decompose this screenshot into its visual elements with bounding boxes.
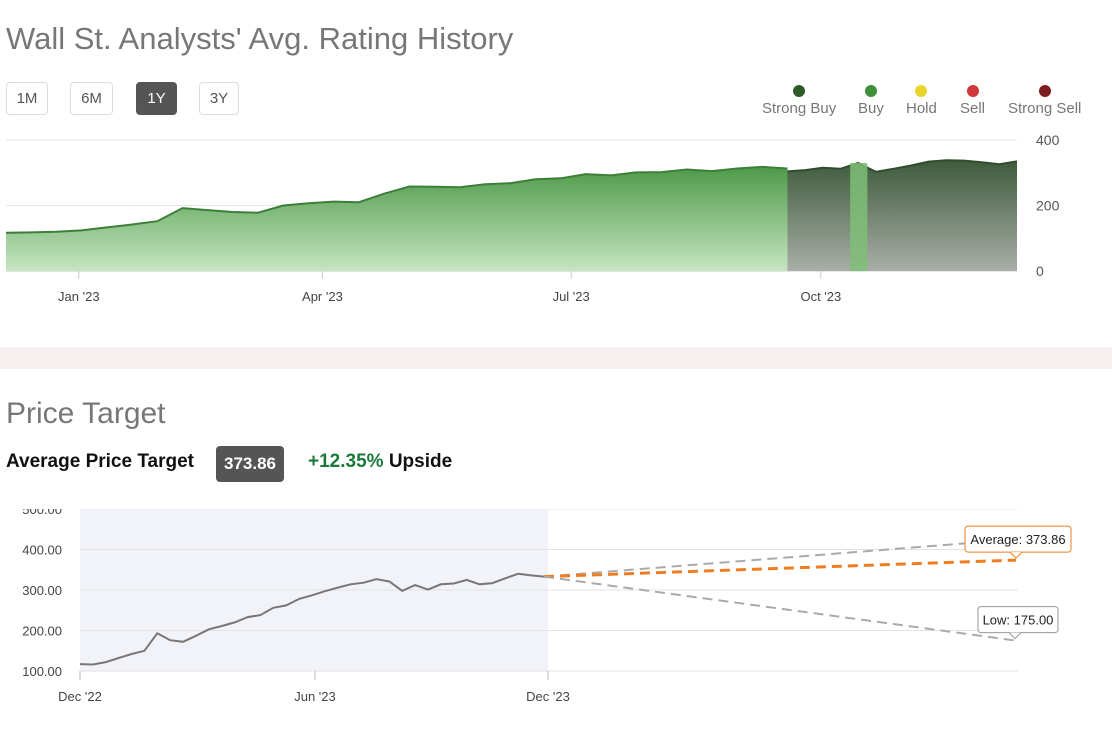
average-target-label: Average Price Target: [6, 451, 194, 472]
legend-item-strong-buy[interactable]: Strong Buy: [762, 83, 836, 117]
y-tick-label: 400: [1036, 132, 1060, 148]
price-target-section: Price Target Average Price Target 373.86…: [0, 369, 1112, 729]
rating-y-axis: 0 200 400: [1036, 132, 1060, 279]
buy-gap-band: [850, 162, 868, 271]
price-target-title: Price Target: [6, 397, 166, 430]
average-callout: Average: 373.86: [964, 525, 1072, 559]
x-tick-label: Dec '22: [58, 689, 102, 704]
x-tick-label: Oct '23: [800, 289, 841, 304]
x-tick-label: Jan '23: [58, 289, 100, 304]
target-x-axis: Dec '22 Jun '23 Dec '23: [58, 671, 570, 704]
low-target-line: [543, 575, 1017, 642]
average-target-line: [543, 558, 1017, 579]
y-tick-label: 0: [1036, 263, 1044, 279]
y-tick-label: 200.00: [22, 624, 62, 639]
target-y-axis: 100.00 200.00 300.00 400.00 500.00: [22, 509, 62, 679]
legend-dot-icon: [915, 85, 928, 97]
strong-buy-line: [787, 159, 1018, 173]
legend-label: Sell: [960, 100, 986, 117]
buy-area: [6, 166, 788, 271]
average-callout-box: [964, 525, 1072, 553]
legend-dot-icon: [966, 85, 979, 97]
rating-history-chart: 0 200 400 Jan '23 Apr '23 Jul '23 Oct '23: [5, 132, 1060, 304]
y-tick-label: 400.00: [22, 543, 62, 558]
x-tick-label: Dec '23: [526, 689, 570, 704]
buy-line: [5, 165, 788, 234]
legend-label: Hold: [906, 100, 937, 117]
range-button-3y[interactable]: 3Y: [199, 82, 239, 115]
legend-dot-icon: [864, 85, 877, 97]
average-target-badge: 373.86: [216, 446, 284, 482]
target-callouts: Average: 373.86 Low: 175.00: [964, 525, 1072, 640]
legend-dot-icon: [793, 85, 806, 97]
rating-x-axis: Jan '23 Apr '23 Jul '23 Oct '23: [58, 271, 841, 304]
average-callout-pointer: [1009, 551, 1023, 559]
x-tick-label: Apr '23: [302, 289, 343, 304]
price-history-line: [79, 572, 545, 666]
rating-history-title: Wall St. Analysts' Avg. Rating History: [6, 21, 514, 56]
rating-history-section: Wall St. Analysts' Avg. Rating History 1…: [0, 0, 1112, 347]
y-tick-label: 500.00: [22, 509, 62, 517]
high-target-line: [543, 538, 1017, 578]
low-callout: Low: 175.00: [977, 606, 1059, 640]
upside-text: +12.35% Upside: [308, 451, 452, 473]
legend-item-strong-sell[interactable]: Strong Sell: [1008, 83, 1081, 117]
x-tick-label: Jul '23: [553, 289, 590, 304]
y-tick-label: 300.00: [22, 583, 62, 598]
price-target-chart: 100.00 200.00 300.00 400.00 500.00 Dec '22 Ju…: [22, 509, 1072, 704]
legend-item-buy[interactable]: Buy: [858, 83, 884, 117]
rating-areas: [5, 159, 1018, 271]
average-callout-text: Average: 373.86: [970, 532, 1065, 547]
y-tick-label: 100.00: [22, 664, 62, 679]
section-divider: [0, 347, 1112, 369]
y-tick-label: 200: [1036, 198, 1060, 214]
upside-percent: +12.35%: [308, 451, 384, 472]
legend-label: Strong Buy: [762, 100, 837, 117]
low-callout-pointer: [1008, 632, 1022, 640]
legend-label: Buy: [858, 100, 884, 117]
legend-label: Strong Sell: [1008, 100, 1082, 117]
range-button-1m[interactable]: 1M: [6, 82, 48, 115]
low-callout-text: Low: 175.00: [983, 613, 1054, 628]
x-tick-label: Jun '23: [294, 689, 336, 704]
legend-item-hold[interactable]: Hold: [906, 83, 937, 117]
range-button-6m[interactable]: 6M: [70, 82, 113, 115]
legend-dot-icon: [1038, 85, 1051, 97]
target-lines: [79, 538, 1017, 666]
range-button-1y[interactable]: 1Y: [136, 82, 177, 115]
legend-item-sell[interactable]: Sell: [960, 83, 985, 117]
strong-buy-area: [787, 160, 1017, 271]
rating-legend: Strong Buy Buy Hold Sell Strong Sell: [756, 83, 1096, 123]
upside-label: Upside: [388, 451, 453, 472]
target-grid: [80, 509, 1018, 672]
